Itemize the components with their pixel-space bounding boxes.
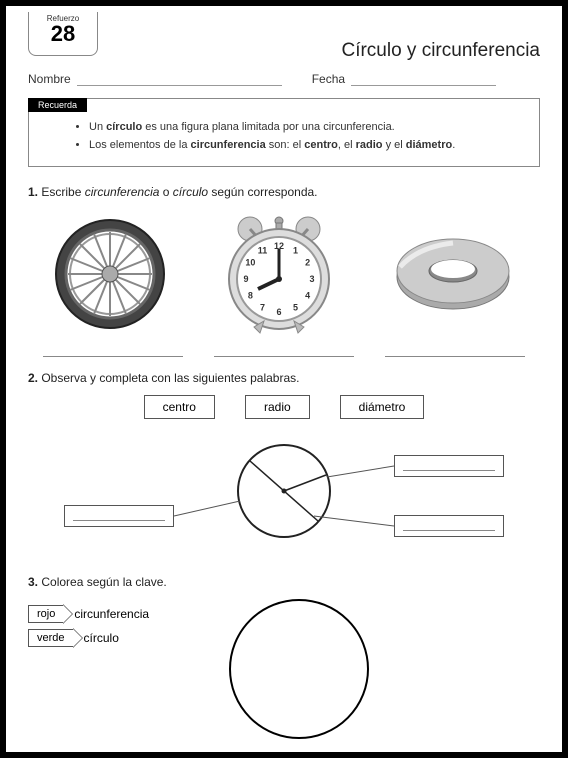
- svg-text:8: 8: [248, 291, 253, 301]
- question-2: 2. Observa y completa con las siguientes…: [28, 371, 540, 561]
- circle-diagram-svg: [54, 431, 514, 561]
- date-label: Fecha: [312, 72, 345, 86]
- clock-icon: 121234567891011: [214, 209, 344, 339]
- answer-line[interactable]: [385, 345, 525, 357]
- q3-color-keys: rojo circunferencia verde círculo: [28, 605, 149, 653]
- badge-number: 28: [29, 23, 97, 45]
- svg-text:9: 9: [243, 274, 248, 284]
- worksheet-page: Refuerzo 28 Círculo y circunferencia Nom…: [0, 0, 568, 758]
- recuerda-line-2: Los elementos de la circunferencia son: …: [89, 137, 525, 155]
- wheel-icon: [50, 214, 170, 334]
- date-field: Fecha: [312, 72, 496, 86]
- question-1: 1. Escribe circunferencia o círculo segú…: [28, 185, 540, 357]
- page-title: Círculo y circunferencia: [28, 40, 540, 62]
- donut-icon: [388, 229, 518, 319]
- answer-line[interactable]: [214, 345, 354, 357]
- label-box-left[interactable]: [64, 505, 174, 527]
- recuerda-box: Recuerda Un círculo es una figura plana …: [28, 98, 540, 167]
- answer-line[interactable]: [43, 345, 183, 357]
- key-tag-verde: verde: [28, 629, 74, 647]
- name-line[interactable]: [77, 72, 282, 86]
- refuerzo-badge: Refuerzo 28: [28, 12, 98, 56]
- svg-text:3: 3: [309, 274, 314, 284]
- svg-text:7: 7: [260, 303, 265, 313]
- date-line[interactable]: [351, 72, 496, 86]
- svg-text:6: 6: [276, 307, 281, 317]
- plain-circle[interactable]: [229, 599, 369, 739]
- recuerda-line-1: Un círculo es una figura plana limitada …: [89, 119, 525, 137]
- q2-prompt: 2. Observa y completa con las siguientes…: [28, 371, 540, 385]
- svg-text:11: 11: [258, 246, 268, 256]
- q3-prompt: 3. Colorea según la clave.: [28, 575, 540, 589]
- q2-diagram: [54, 431, 514, 561]
- word-box-centro: centro: [144, 395, 215, 419]
- name-date-fields: Nombre Fecha: [28, 72, 540, 86]
- q1-images: 121234567891011: [28, 209, 540, 339]
- label-box-top-right[interactable]: [394, 455, 504, 477]
- label-box-bottom-right[interactable]: [394, 515, 504, 537]
- key-tag-rojo: rojo: [28, 605, 64, 623]
- word-box-radio: radio: [245, 395, 310, 419]
- name-label: Nombre: [28, 72, 71, 86]
- q1-prompt: 1. Escribe circunferencia o círculo segú…: [28, 185, 540, 199]
- color-key-rojo: rojo circunferencia: [28, 605, 149, 623]
- svg-text:10: 10: [245, 258, 255, 268]
- q2-word-boxes: centro radio diámetro: [28, 395, 540, 419]
- svg-text:2: 2: [305, 258, 310, 268]
- svg-text:5: 5: [293, 303, 298, 313]
- svg-text:4: 4: [305, 291, 310, 301]
- word-box-diametro: diámetro: [340, 395, 425, 419]
- recuerda-tag: Recuerda: [28, 98, 87, 112]
- question-3: 3. Colorea según la clave. rojo circunfe…: [28, 575, 540, 739]
- q1-answer-lines: [28, 345, 540, 357]
- color-key-verde: verde círculo: [28, 629, 149, 647]
- key-label-verde: círculo: [84, 631, 119, 645]
- key-label-rojo: circunferencia: [74, 607, 149, 621]
- svg-text:1: 1: [293, 246, 298, 256]
- name-field: Nombre: [28, 72, 282, 86]
